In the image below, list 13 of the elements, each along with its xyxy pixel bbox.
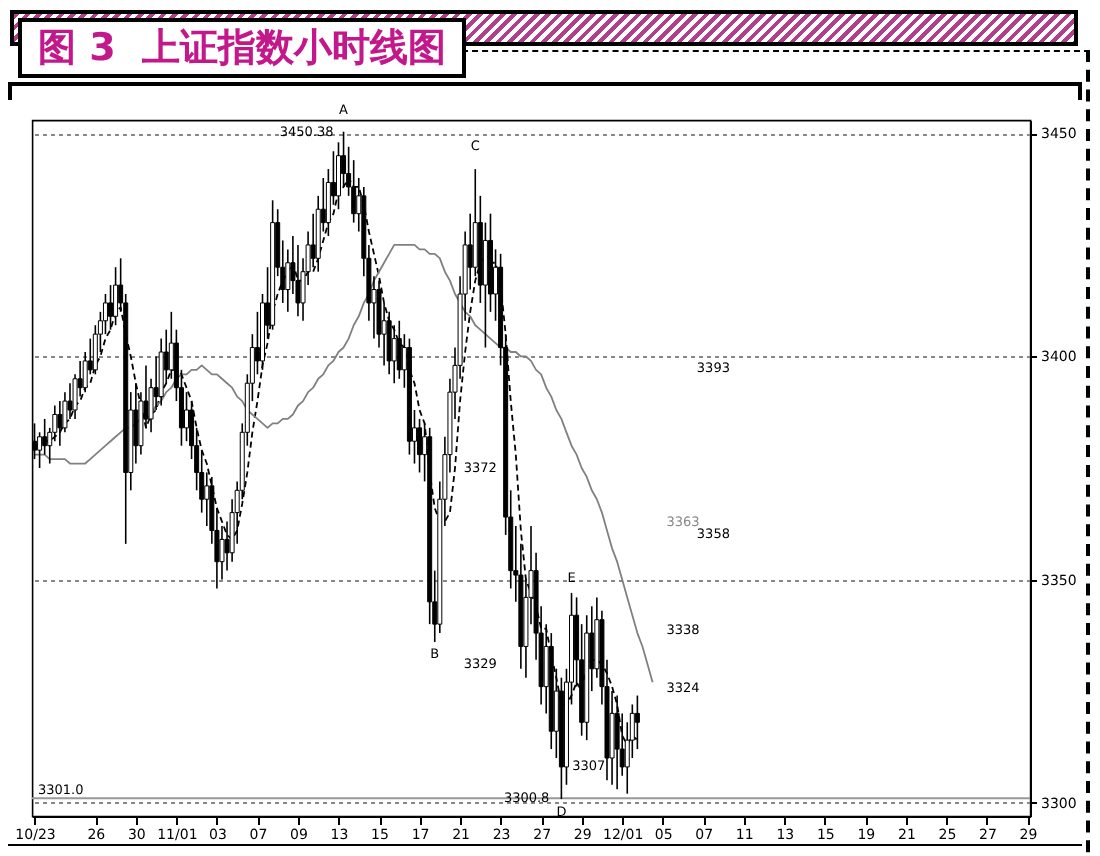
- candlestick: [168, 311, 174, 380]
- chart-title: 图 3 上证指数小时线图: [18, 18, 467, 78]
- candlestick: [417, 418, 423, 474]
- candlestick: [295, 244, 301, 318]
- candlestick: [184, 391, 190, 443]
- candlestick: [57, 400, 63, 447]
- candlestick: [482, 221, 488, 349]
- candlestick: [158, 337, 164, 407]
- candlestick: [396, 319, 402, 380]
- candlestick: [113, 266, 119, 327]
- candlestick: [108, 284, 114, 331]
- candlestick: [386, 311, 392, 376]
- candlestick: [42, 418, 48, 456]
